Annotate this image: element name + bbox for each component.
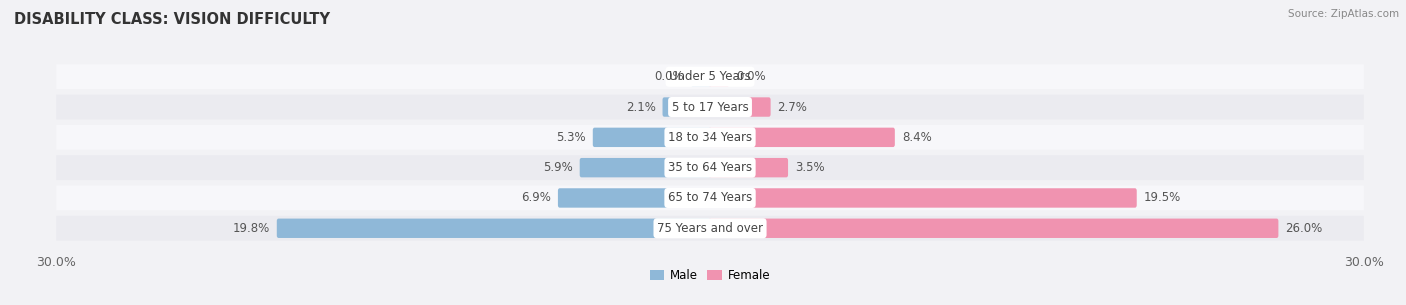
FancyBboxPatch shape — [709, 219, 1278, 238]
Text: 5.3%: 5.3% — [557, 131, 586, 144]
Legend: Male, Female: Male, Female — [645, 265, 775, 287]
Text: 75 Years and over: 75 Years and over — [657, 222, 763, 235]
Text: 0.0%: 0.0% — [654, 70, 683, 83]
Text: 3.5%: 3.5% — [794, 161, 825, 174]
Text: 2.7%: 2.7% — [778, 101, 807, 113]
Text: 8.4%: 8.4% — [901, 131, 932, 144]
Text: Source: ZipAtlas.com: Source: ZipAtlas.com — [1288, 9, 1399, 19]
FancyBboxPatch shape — [56, 95, 1364, 120]
Text: 65 to 74 Years: 65 to 74 Years — [668, 192, 752, 204]
FancyBboxPatch shape — [709, 128, 894, 147]
Text: 2.1%: 2.1% — [626, 101, 655, 113]
FancyBboxPatch shape — [709, 188, 1136, 208]
FancyBboxPatch shape — [56, 185, 1364, 210]
FancyBboxPatch shape — [558, 188, 711, 208]
Text: 19.8%: 19.8% — [232, 222, 270, 235]
FancyBboxPatch shape — [593, 128, 711, 147]
FancyBboxPatch shape — [662, 97, 711, 117]
FancyBboxPatch shape — [56, 155, 1364, 180]
Text: Under 5 Years: Under 5 Years — [669, 70, 751, 83]
FancyBboxPatch shape — [579, 158, 711, 177]
Text: 0.0%: 0.0% — [737, 70, 766, 83]
Text: 19.5%: 19.5% — [1143, 192, 1181, 204]
Text: 6.9%: 6.9% — [522, 192, 551, 204]
FancyBboxPatch shape — [690, 67, 711, 86]
FancyBboxPatch shape — [709, 97, 770, 117]
Text: 5.9%: 5.9% — [543, 161, 572, 174]
Text: 26.0%: 26.0% — [1285, 222, 1323, 235]
FancyBboxPatch shape — [709, 158, 787, 177]
Text: 18 to 34 Years: 18 to 34 Years — [668, 131, 752, 144]
FancyBboxPatch shape — [56, 64, 1364, 89]
FancyBboxPatch shape — [56, 216, 1364, 241]
Text: 5 to 17 Years: 5 to 17 Years — [672, 101, 748, 113]
FancyBboxPatch shape — [277, 219, 711, 238]
Text: 35 to 64 Years: 35 to 64 Years — [668, 161, 752, 174]
FancyBboxPatch shape — [709, 67, 730, 86]
Text: DISABILITY CLASS: VISION DIFFICULTY: DISABILITY CLASS: VISION DIFFICULTY — [14, 12, 330, 27]
FancyBboxPatch shape — [56, 125, 1364, 150]
